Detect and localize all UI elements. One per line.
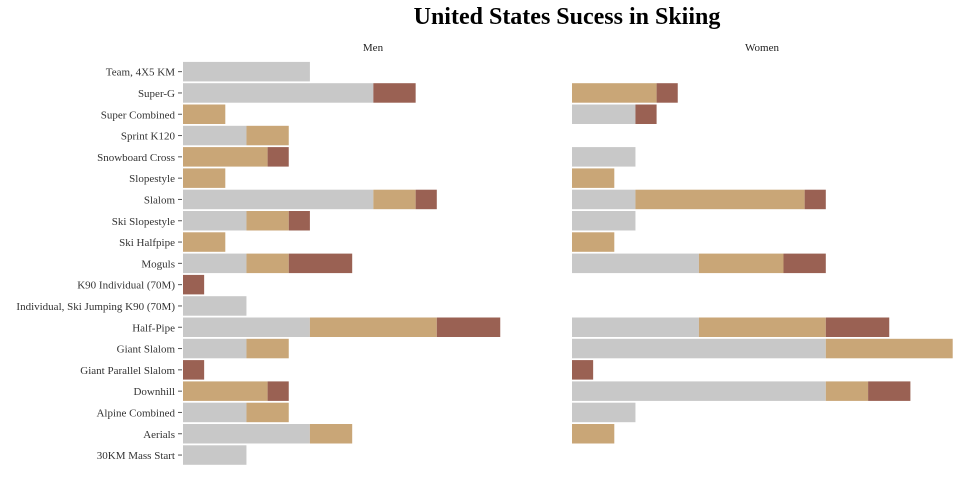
panel-women xyxy=(572,83,953,444)
bar-women-slalom-seg3 xyxy=(804,189,826,210)
bar-women-half-pipe-seg2 xyxy=(698,317,826,337)
bar-men-alpine-combined-seg1 xyxy=(183,402,247,423)
category-label-team-4x5-km: Team, 4X5 KM xyxy=(106,67,175,79)
bar-men-snowboard-cross-seg3 xyxy=(267,147,289,167)
bar-women-super-g-seg2 xyxy=(572,83,657,103)
bar-men-moguls-seg3 xyxy=(288,253,353,274)
facet-label-men: Men xyxy=(363,42,384,54)
bar-women-giant-parallel-slalom-seg3 xyxy=(572,360,594,380)
category-label-giant-slalom: Giant Slalom xyxy=(117,344,176,356)
bar-men-moguls-seg1 xyxy=(183,253,247,274)
bar-men-super-g-seg3 xyxy=(373,83,416,103)
category-label-k90-individual-70m: K90 Individual (70M) xyxy=(77,280,175,292)
bar-men-ski-slopestyle-seg2 xyxy=(246,211,289,231)
bar-women-moguls-seg2 xyxy=(698,253,784,274)
bar-women-ski-halfpipe-seg2 xyxy=(572,232,615,252)
bar-women-half-pipe-seg1 xyxy=(572,317,699,337)
category-label-alpine-combined: Alpine Combined xyxy=(96,407,175,419)
bar-women-downhill-seg2 xyxy=(825,381,869,401)
bar-men-ski-slopestyle-seg1 xyxy=(183,211,247,231)
bar-men-ski-halfpipe-seg2 xyxy=(183,232,226,252)
bar-men-slalom-seg3 xyxy=(415,189,437,210)
bar-women-slopestyle-seg2 xyxy=(572,168,615,188)
category-label-ski-halfpipe: Ski Halfpipe xyxy=(119,237,175,249)
bar-women-alpine-combined-seg1 xyxy=(572,402,636,423)
category-label-super-combined: Super Combined xyxy=(101,109,176,121)
bar-men-giant-parallel-slalom-seg3 xyxy=(183,360,205,380)
bar-women-snowboard-cross-seg1 xyxy=(572,147,636,167)
bar-men-30km-mass-start-seg1 xyxy=(183,445,247,465)
bar-men-super-g-seg1 xyxy=(183,83,374,103)
bar-women-ski-slopestyle-seg1 xyxy=(572,211,636,231)
category-label-snowboard-cross: Snowboard Cross xyxy=(97,152,175,164)
panel-men xyxy=(183,61,501,465)
bar-men-half-pipe-seg3 xyxy=(436,317,501,337)
bar-men-half-pipe-seg1 xyxy=(183,317,310,337)
bar-men-individual-ski-jumping-k90-70m-seg1 xyxy=(183,296,247,316)
bar-men-slopestyle-seg2 xyxy=(183,168,226,188)
bar-men-aerials-seg1 xyxy=(183,424,310,444)
category-label-slopestyle: Slopestyle xyxy=(129,173,175,185)
bar-women-downhill-seg3 xyxy=(868,381,911,401)
bar-women-moguls-seg1 xyxy=(572,253,699,274)
category-axis: Team, 4X5 KM Super-G Super Combined Sprint … xyxy=(16,67,182,462)
bar-women-slalom-seg1 xyxy=(572,189,636,210)
category-label-individual-ski-jumping-k90-70m: Individual, Ski Jumping K90 (70M) xyxy=(16,301,175,313)
bar-women-downhill-seg1 xyxy=(572,381,826,401)
bar-men-alpine-combined-seg2 xyxy=(246,402,289,423)
bar-men-sprint-k120-seg1 xyxy=(183,125,247,146)
category-label-ski-slopestyle: Ski Slopestyle xyxy=(112,216,175,228)
bar-women-slalom-seg2 xyxy=(635,189,805,210)
bar-men-team-4x5-km-seg1 xyxy=(183,61,310,82)
category-label-super-g: Super-G xyxy=(138,88,175,100)
bar-men-sprint-k120-seg2 xyxy=(246,125,289,146)
category-label-moguls: Moguls xyxy=(141,258,175,270)
bar-women-half-pipe-seg3 xyxy=(825,317,890,337)
category-label-downhill: Downhill xyxy=(133,386,175,398)
bar-men-downhill-seg3 xyxy=(267,381,289,401)
bar-men-slalom-seg1 xyxy=(183,189,374,210)
bar-men-k90-individual-70m-seg3 xyxy=(183,274,205,295)
bar-men-super-combined-seg2 xyxy=(183,104,226,124)
bar-women-super-combined-seg1 xyxy=(572,104,636,124)
bar-women-giant-slalom-seg1 xyxy=(572,338,826,359)
bar-men-snowboard-cross-seg2 xyxy=(183,147,268,167)
bar-men-ski-slopestyle-seg3 xyxy=(288,211,310,231)
chart-title: United States Sucess in Skiing xyxy=(414,4,721,30)
category-label-slalom: Slalom xyxy=(144,194,176,206)
bar-men-giant-slalom-seg2 xyxy=(246,338,289,359)
bar-women-moguls-seg3 xyxy=(783,253,826,274)
category-label-half-pipe: Half-Pipe xyxy=(132,322,175,334)
bar-men-aerials-seg2 xyxy=(309,424,353,444)
bar-men-slalom-seg2 xyxy=(373,189,416,210)
bar-men-half-pipe-seg2 xyxy=(309,317,437,337)
category-label-giant-parallel-slalom: Giant Parallel Slalom xyxy=(80,365,175,377)
category-label-sprint-k120: Sprint K120 xyxy=(121,131,176,143)
bar-men-moguls-seg2 xyxy=(246,253,289,274)
bar-men-giant-slalom-seg1 xyxy=(183,338,247,359)
bar-women-giant-slalom-seg2 xyxy=(825,338,953,359)
facet-label-women: Women xyxy=(745,42,779,54)
category-label-30km-mass-start: 30KM Mass Start xyxy=(97,450,175,462)
bar-women-super-combined-seg3 xyxy=(635,104,657,124)
bar-women-aerials-seg2 xyxy=(572,424,615,444)
bar-men-downhill-seg2 xyxy=(183,381,268,401)
category-label-aerials: Aerials xyxy=(143,429,175,441)
bar-women-super-g-seg3 xyxy=(656,83,678,103)
